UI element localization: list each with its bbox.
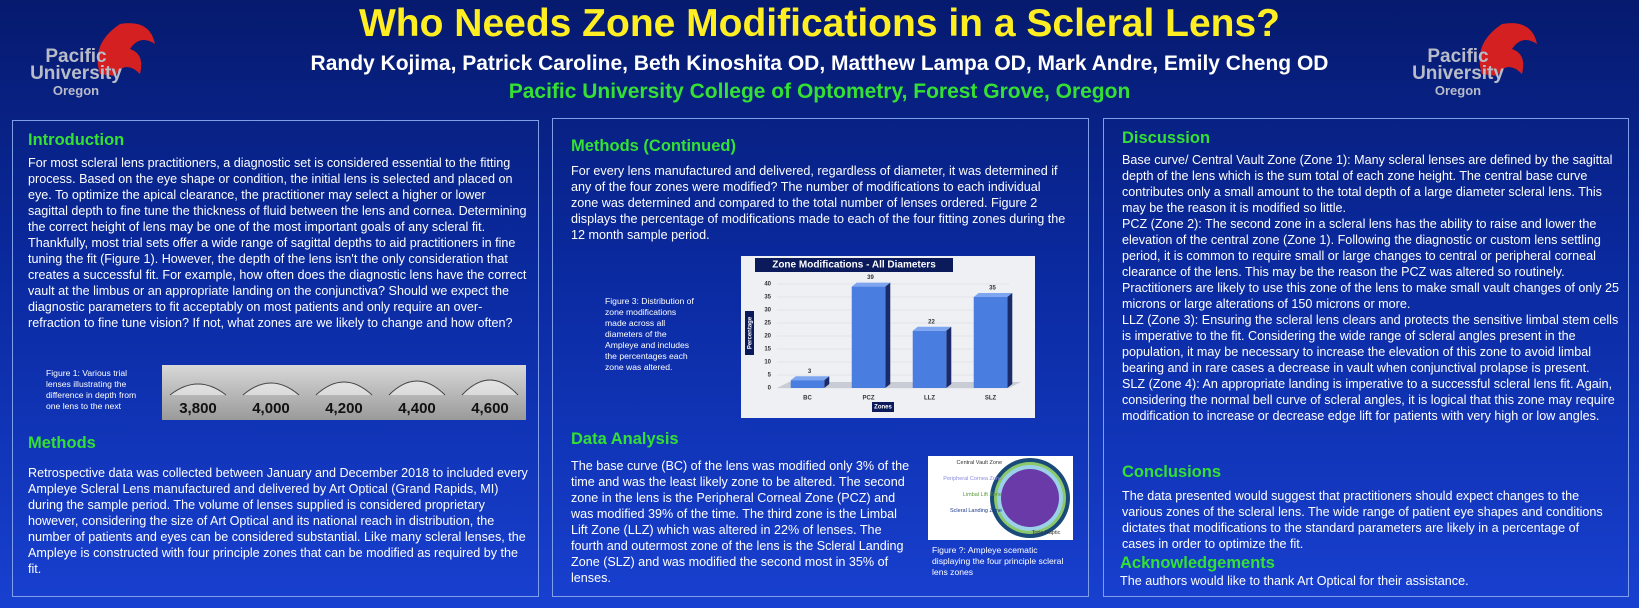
lens bbox=[388, 380, 446, 396]
logo: Pacific University Oregon bbox=[1408, 46, 1508, 99]
logo-line: Oregon bbox=[52, 83, 100, 98]
bar-side bbox=[973, 293, 1013, 297]
x-axis-label: Zones bbox=[874, 405, 892, 411]
bar-side bbox=[1007, 293, 1013, 388]
x-tick-label: PCZ bbox=[863, 396, 875, 402]
schematic-label: Toric Haptic bbox=[1032, 530, 1061, 536]
y-label-box bbox=[745, 311, 754, 355]
paragraph: For every lens manufactured and delivere… bbox=[571, 164, 1066, 242]
y-tick-label: 5 bbox=[768, 373, 772, 379]
paragraph: For most scleral lens practitioners, a d… bbox=[28, 156, 527, 330]
paragraph: The authors would like to thank Art Opti… bbox=[1120, 574, 1469, 588]
y-tick-label: 15 bbox=[764, 347, 771, 353]
heading: Conclusions bbox=[1122, 463, 1222, 481]
lens-label: 4,600 bbox=[471, 400, 509, 417]
logo-line: Pacific bbox=[45, 46, 107, 67]
lens-label: 4,400 bbox=[398, 400, 436, 417]
chart: Zone Modifications - All Diameters 0 5 10 15… bbox=[741, 256, 1035, 418]
paragraph: The base curve (BC) of the lens was modi… bbox=[571, 459, 910, 585]
paragraph: SLZ (Zone 4): An appropriate landing is … bbox=[1122, 377, 1615, 423]
bar-side bbox=[790, 376, 830, 381]
panel bbox=[552, 118, 1089, 597]
y-tick-label: 35 bbox=[764, 295, 771, 301]
y-tick-label: 25 bbox=[764, 321, 771, 327]
lens bbox=[169, 383, 227, 396]
panel bbox=[12, 120, 539, 597]
affiliation: Pacific University College of Optometry,… bbox=[508, 80, 1131, 103]
y-axis-label: Percentage bbox=[748, 316, 754, 349]
bar-side bbox=[885, 282, 891, 388]
schematic-label: Scleral Landing Zone bbox=[950, 508, 1002, 514]
lens-label: 4,200 bbox=[325, 400, 363, 417]
logo-icon bbox=[1479, 23, 1537, 76]
heading: Discussion bbox=[1122, 129, 1211, 147]
logo-line: University bbox=[1412, 63, 1504, 84]
bar bbox=[973, 297, 1008, 388]
floor bbox=[777, 382, 1021, 388]
data-label: 22 bbox=[928, 319, 935, 325]
paragraph: Retrospective data was collected between… bbox=[28, 466, 528, 576]
heading: Data Analysis bbox=[571, 430, 679, 448]
y-tick-label: 40 bbox=[764, 282, 771, 288]
data-label: 35 bbox=[989, 286, 996, 292]
bar-side bbox=[851, 282, 891, 287]
lens bbox=[315, 381, 373, 396]
bar-side bbox=[912, 326, 952, 331]
y-tick-label: 30 bbox=[764, 308, 771, 314]
y-tick-label: 20 bbox=[764, 334, 771, 340]
logo-line: Oregon bbox=[1434, 83, 1482, 98]
lens-label: 4,000 bbox=[252, 400, 290, 417]
logo-icon bbox=[97, 23, 155, 76]
data-label: 3 bbox=[808, 369, 812, 375]
chart-title: Zone Modifications - All Diameters bbox=[772, 260, 936, 271]
authors: Randy Kojima, Patrick Caroline, Beth Kin… bbox=[310, 52, 1329, 75]
bar-side bbox=[946, 326, 952, 388]
logo-line: University bbox=[30, 63, 122, 84]
title-box bbox=[755, 258, 953, 272]
heading: Acknowledgements bbox=[1120, 554, 1275, 572]
schematic-label: Central Vault Zone bbox=[957, 460, 1002, 466]
schematic: Central Vault Zone Peripheral Cornea Zone… bbox=[928, 456, 1073, 540]
bar bbox=[851, 286, 886, 388]
panel bbox=[1103, 118, 1629, 597]
title: Who Needs Zone Modifications in a Sclera… bbox=[359, 2, 1280, 45]
lens bbox=[242, 382, 300, 396]
x-tick-label: LLZ bbox=[924, 396, 935, 402]
bar bbox=[912, 330, 947, 388]
x-tick-label: SLZ bbox=[985, 396, 997, 402]
paragraph: PCZ (Zone 2): The second zone in a scler… bbox=[1122, 217, 1620, 311]
paragraph: Base curve/ Central Vault Zone (Zone 1):… bbox=[1122, 153, 1613, 215]
bar-side bbox=[824, 376, 830, 388]
y-tick-label: 10 bbox=[764, 360, 771, 366]
figure-1: 3,800 4,000 4,200 4,400 4,600 bbox=[162, 365, 526, 420]
lens bbox=[461, 379, 519, 396]
lens-label: 3,800 bbox=[179, 400, 217, 417]
paragraph: The data presented would suggest that pr… bbox=[1122, 489, 1603, 551]
x-tick-label: BC bbox=[803, 396, 812, 402]
heading: Introduction bbox=[28, 131, 125, 149]
x-label-box bbox=[872, 402, 894, 412]
lens-image: 3,800 4,000 4,200 4,400 4,600 bbox=[169, 379, 519, 417]
paragraph: LLZ (Zone 3): Ensuring the scleral lens … bbox=[1122, 313, 1619, 375]
logo-line: Pacific bbox=[1427, 46, 1489, 67]
heading: Methods (Continued) bbox=[571, 137, 736, 155]
schematic-label: Peripheral Cornea Zone bbox=[943, 476, 1002, 482]
caption: Figure ?: Ampleye scematic displaying th… bbox=[932, 545, 1064, 577]
caption: Figure 1: Various trial lenses illustrat… bbox=[46, 368, 137, 411]
heading: Methods bbox=[28, 434, 96, 452]
bar bbox=[790, 380, 825, 388]
data-label: 39 bbox=[867, 275, 874, 281]
y-tick-label: 0 bbox=[768, 386, 772, 392]
schematic-label: Limbal Lift Zone bbox=[963, 492, 1002, 498]
discussion-text: Base curve/ Central Vault Zone (Zone 1):… bbox=[1122, 152, 1624, 424]
caption: Figure 3: Distribution of zone modificat… bbox=[605, 296, 694, 372]
logo: Pacific University Oregon bbox=[26, 46, 126, 99]
